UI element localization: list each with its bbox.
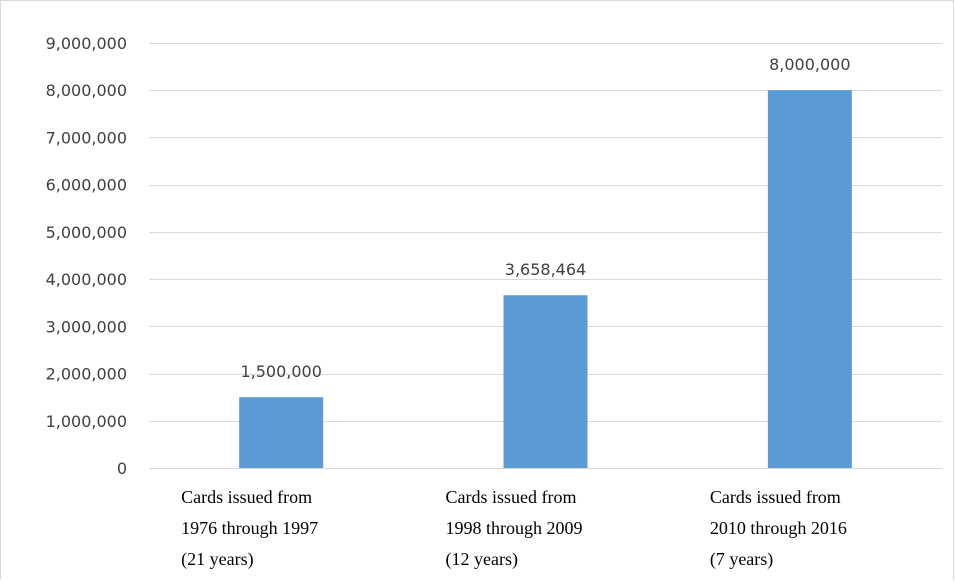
y-tick-label: 8,000,000 — [46, 81, 127, 100]
x-category-label-line: 1998 through 2009 — [446, 518, 583, 538]
x-axis-category-labels: Cards issued from 1976 through 1997 (21 ye… — [181, 487, 847, 570]
bars — [239, 90, 852, 468]
x-category-label-line: Cards issued from — [446, 487, 577, 507]
y-tick-label: 6,000,000 — [46, 176, 127, 195]
x-category-label-line: 2010 through 2016 — [710, 518, 847, 538]
y-tick-label: 3,000,000 — [46, 317, 127, 336]
data-labels: 1,500,000 3,658,464 8,000,000 — [240, 55, 850, 381]
y-tick-label: 4,000,000 — [46, 270, 127, 289]
y-tick-label: 1,000,000 — [46, 412, 127, 431]
bar-data-label: 8,000,000 — [769, 55, 850, 74]
y-tick-label: 7,000,000 — [46, 128, 127, 147]
x-category-label-line: (21 years) — [181, 549, 253, 570]
bar — [767, 90, 852, 468]
x-category-label-line: Cards issued from — [181, 487, 312, 507]
x-category-label: Cards issued from 1998 through 2009 (12 ye… — [446, 487, 583, 570]
y-axis-tick-labels: 0 1,000,000 2,000,000 3,000,000 4,000,000 5,0… — [46, 34, 127, 478]
bar — [239, 397, 324, 468]
y-tick-label: 9,000,000 — [46, 34, 127, 53]
bar — [503, 295, 588, 468]
y-tick-label: 5,000,000 — [46, 223, 127, 242]
y-tick-label: 0 — [117, 459, 127, 478]
x-category-label: Cards issued from 2010 through 2016 (7 yea… — [710, 487, 847, 570]
x-category-label: Cards issued from 1976 through 1997 (21 ye… — [181, 487, 318, 570]
bar-data-label: 1,500,000 — [240, 362, 321, 381]
x-category-label-line: Cards issued from — [710, 487, 841, 507]
y-tick-label: 2,000,000 — [46, 365, 127, 384]
x-category-label-line: (7 years) — [710, 549, 773, 570]
bar-data-label: 3,658,464 — [505, 260, 586, 279]
x-category-label-line: 1976 through 1997 — [181, 518, 318, 538]
x-category-label-line: (12 years) — [446, 549, 518, 570]
